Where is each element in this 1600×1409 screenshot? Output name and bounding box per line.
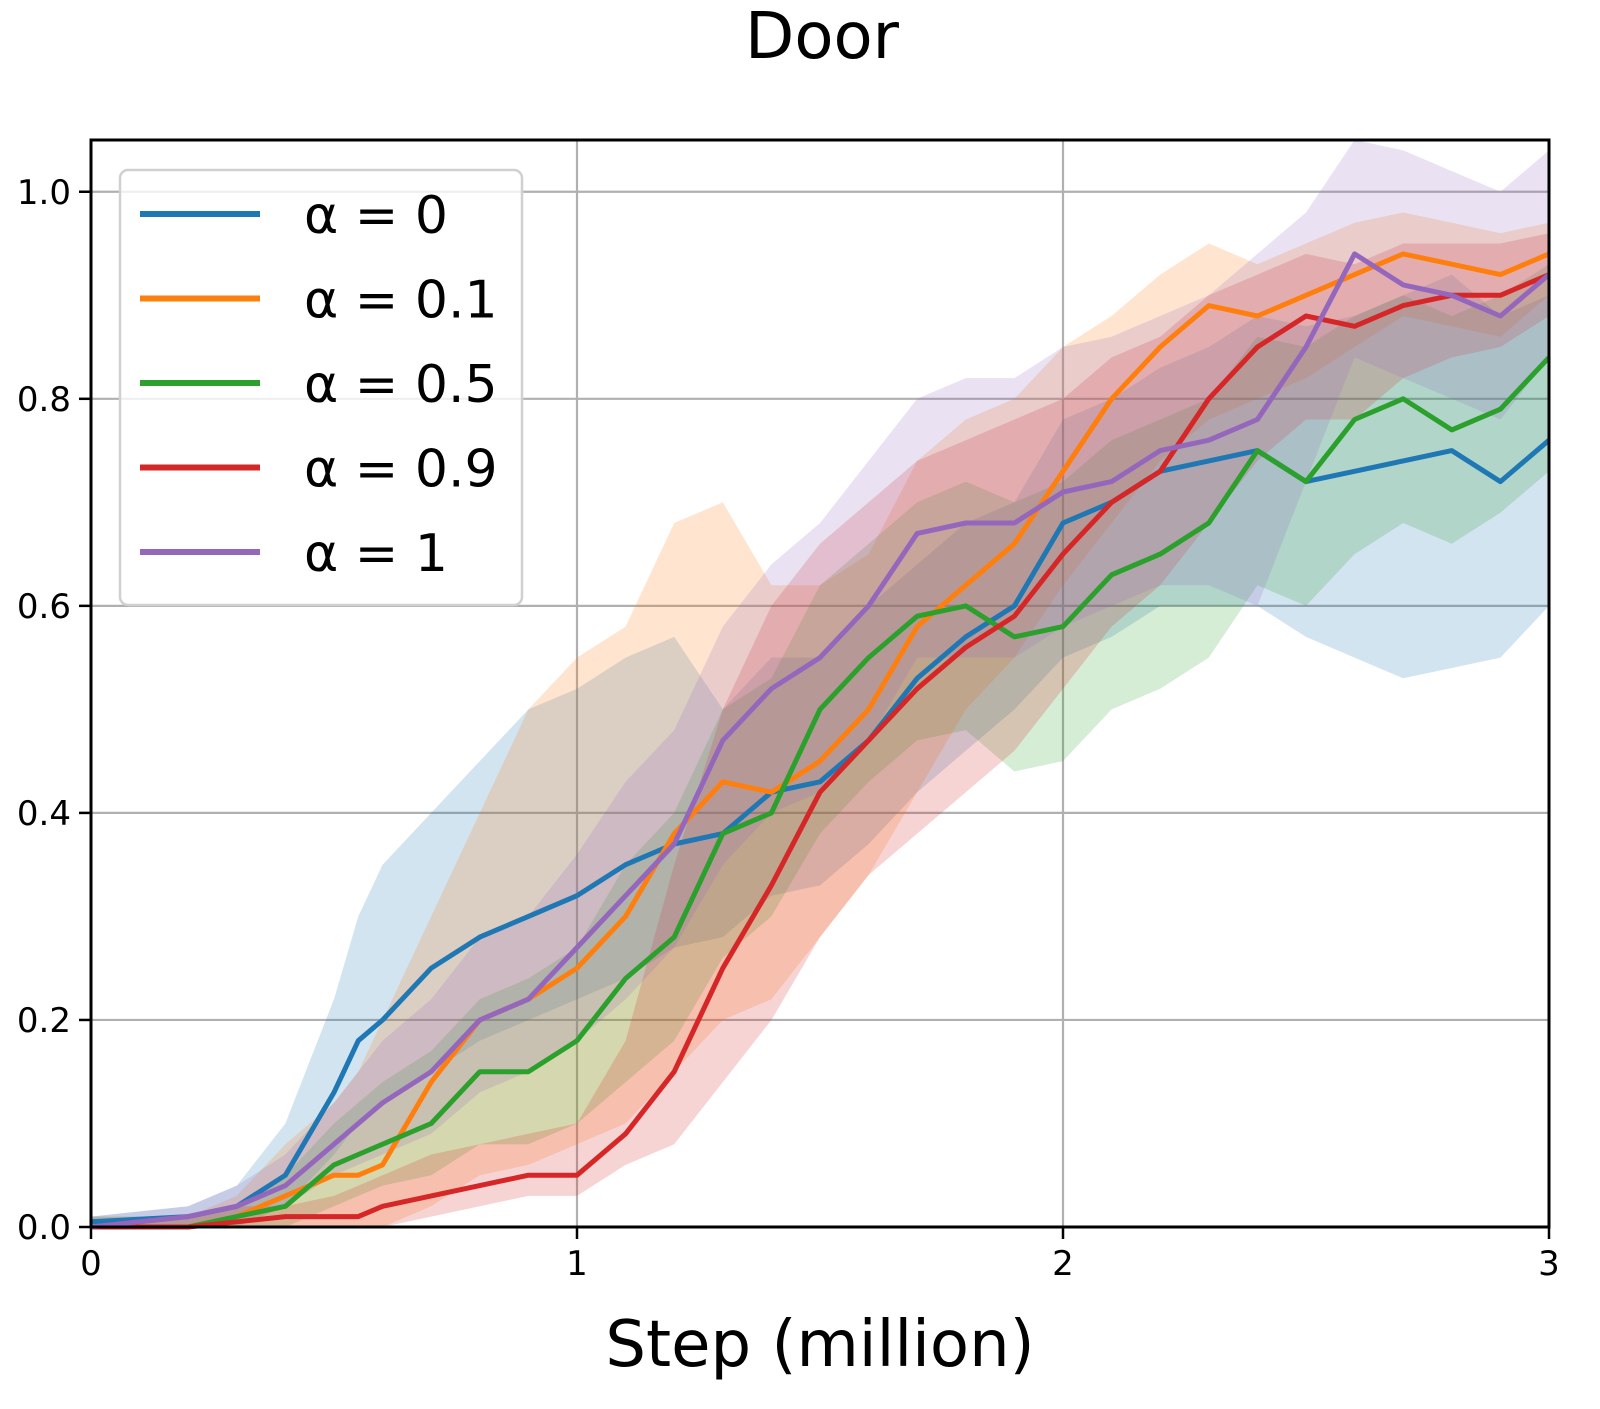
series-line-3 bbox=[91, 272, 1550, 1230]
x-axis: 0 1 2 3 bbox=[80, 1227, 1560, 1284]
chart-title: Door bbox=[745, 0, 900, 74]
x-tick-label: 2 bbox=[1052, 1244, 1074, 1284]
series-line-1 bbox=[91, 251, 1550, 1230]
y-tick-label: 0.0 bbox=[17, 1208, 71, 1248]
y-tick-label: 1.0 bbox=[17, 173, 71, 213]
confidence-band-3 bbox=[91, 233, 1549, 1227]
y-tick-label: 0.8 bbox=[17, 380, 71, 420]
series-lines bbox=[90, 251, 1551, 1230]
legend-label-1: α = 0.1 bbox=[304, 271, 498, 331]
legend-box bbox=[118, 168, 524, 607]
series-line-4 bbox=[90, 251, 1551, 1230]
y-tick-label: 0.4 bbox=[17, 794, 71, 834]
x-axis-label: Step (million) bbox=[605, 1308, 1034, 1382]
confidence-band-4 bbox=[91, 140, 1549, 1227]
legend: α = 0 α = 0.1 α = 0.5 α = 0.9 α = 1 bbox=[118, 168, 524, 607]
confidence-band-2 bbox=[91, 264, 1549, 1227]
confidence-band-0 bbox=[91, 274, 1549, 1228]
x-tick-label: 1 bbox=[566, 1244, 588, 1284]
legend-label-2: α = 0.5 bbox=[304, 355, 498, 415]
y-tick-label: 0.2 bbox=[17, 1001, 71, 1041]
legend-label-0: α = 0 bbox=[304, 186, 448, 246]
plot-area-frame bbox=[89, 138, 1551, 1229]
confidence-band-1 bbox=[91, 212, 1549, 1227]
legend-label-3: α = 0.9 bbox=[304, 440, 498, 500]
y-axis: 0.0 0.2 0.4 0.6 0.8 1.0 bbox=[17, 173, 91, 1248]
confidence-bands bbox=[91, 140, 1549, 1228]
series-line-2 bbox=[91, 355, 1551, 1230]
legend-label-4: α = 1 bbox=[304, 524, 448, 584]
x-tick-label: 0 bbox=[80, 1244, 102, 1284]
x-tick-label: 3 bbox=[1538, 1244, 1560, 1284]
y-tick-label: 0.6 bbox=[17, 587, 71, 627]
